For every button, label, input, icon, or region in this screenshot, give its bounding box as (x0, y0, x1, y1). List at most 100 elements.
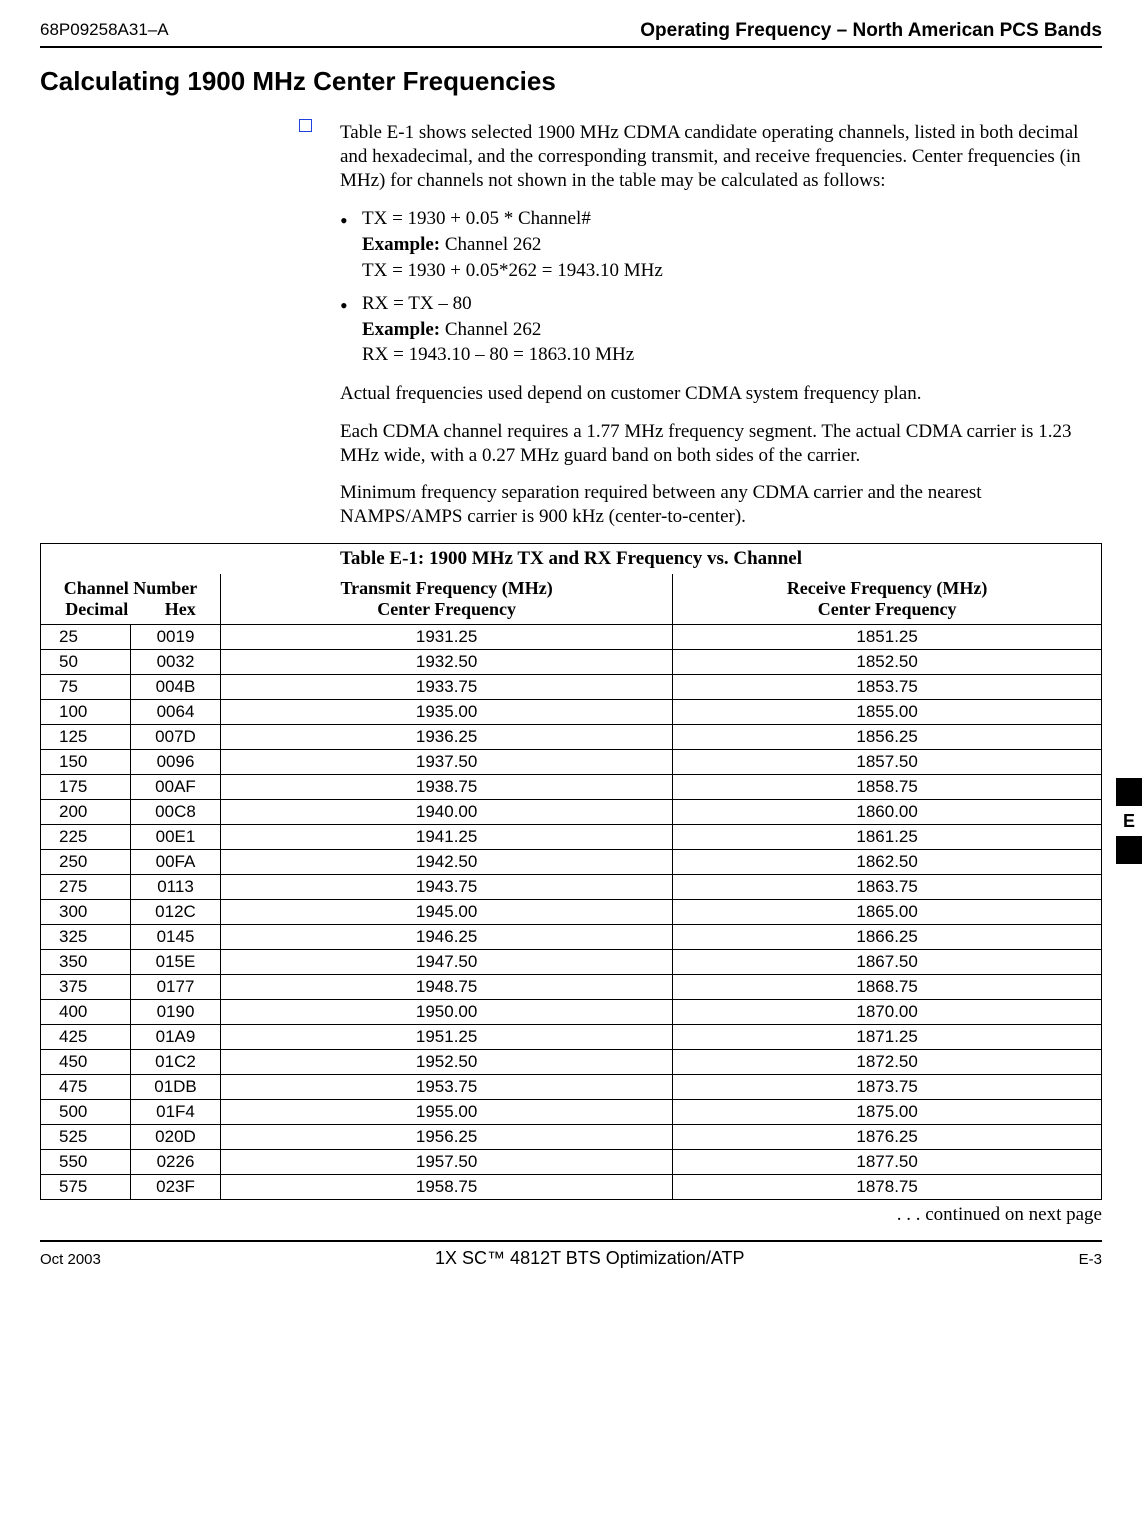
frequency-table-body: 2500191931.251851.255000321932.501852.50… (41, 624, 1102, 1199)
table-row: 300012C1945.001865.00 (41, 899, 1102, 924)
table-cell-hex: 0019 (131, 624, 221, 649)
body-text-block: Table E-1 shows selected 1900 MHz CDMA c… (340, 121, 1102, 529)
table-cell-hex: 00AF (131, 774, 221, 799)
table-cell-hex: 004B (131, 674, 221, 699)
table-cell-rx: 1872.50 (673, 1049, 1102, 1074)
tx-center-label: Center Frequency (227, 599, 666, 620)
table-cell-rx: 1853.75 (673, 674, 1102, 699)
table-cell-dec: 175 (41, 774, 131, 799)
table-cell-tx: 1957.50 (221, 1149, 673, 1174)
table-cell-tx: 1933.75 (221, 674, 673, 699)
table-row: 525020D1956.251876.25 (41, 1124, 1102, 1149)
body-para-2: Actual frequencies used depend on custom… (340, 382, 1102, 406)
table-cell-hex: 023F (131, 1174, 221, 1199)
table-cell-hex: 0145 (131, 924, 221, 949)
table-cell-tx: 1942.50 (221, 849, 673, 874)
table-cell-hex: 0190 (131, 999, 221, 1024)
table-row: 22500E11941.251861.25 (41, 824, 1102, 849)
table-cell-dec: 325 (41, 924, 131, 949)
tx-formula: TX = 1930 + 0.05 * Channel# (362, 208, 591, 229)
page-header-title: Operating Frequency – North American PCS… (640, 20, 1102, 42)
table-cell-rx: 1878.75 (673, 1174, 1102, 1199)
page-footer: Oct 2003 1X SC™ 4812T BTS Optimization/A… (40, 1242, 1102, 1269)
table-cell-rx: 1860.00 (673, 799, 1102, 824)
table-cell-tx: 1931.25 (221, 624, 673, 649)
table-cell-rx: 1877.50 (673, 1149, 1102, 1174)
table-cell-hex: 007D (131, 724, 221, 749)
table-row: 45001C21952.501872.50 (41, 1049, 1102, 1074)
table-row: 5000321932.501852.50 (41, 649, 1102, 674)
table-cell-dec: 300 (41, 899, 131, 924)
table-cell-hex: 01DB (131, 1074, 221, 1099)
table-cell-rx: 1862.50 (673, 849, 1102, 874)
table-cell-dec: 75 (41, 674, 131, 699)
table-row: 27501131943.751863.75 (41, 874, 1102, 899)
table-cell-hex: 0113 (131, 874, 221, 899)
col-head-tx: Transmit Frequency (MHz) Center Frequenc… (221, 574, 673, 625)
table-cell-hex: 015E (131, 949, 221, 974)
example-channel: Channel 262 (440, 319, 541, 340)
table-row: 125007D1936.251856.25 (41, 724, 1102, 749)
table-cell-rx: 1876.25 (673, 1124, 1102, 1149)
footer-date: Oct 2003 (40, 1251, 101, 1268)
table-cell-tx: 1948.75 (221, 974, 673, 999)
col-head-channel: Channel Number Decimal Hex (41, 574, 221, 625)
table-cell-tx: 1950.00 (221, 999, 673, 1024)
table-cell-rx: 1865.00 (673, 899, 1102, 924)
table-cell-hex: 01F4 (131, 1099, 221, 1124)
formula-item-tx: TX = 1930 + 0.05 * Channel# Example: Cha… (340, 206, 1102, 283)
table-ref-link-box[interactable] (299, 119, 312, 132)
table-row: 2500191931.251851.25 (41, 624, 1102, 649)
table-cell-hex: 00C8 (131, 799, 221, 824)
table-cell-rx: 1857.50 (673, 749, 1102, 774)
side-tab-label: E (1116, 806, 1142, 836)
table-cell-hex: 01C2 (131, 1049, 221, 1074)
table-row: 47501DB1953.751873.75 (41, 1074, 1102, 1099)
table-cell-dec: 25 (41, 624, 131, 649)
header-rule (40, 46, 1102, 48)
continued-note: . . . continued on next page (40, 1204, 1102, 1226)
rx-formula: RX = TX – 80 (362, 293, 472, 314)
doc-id: 68P09258A31–A (40, 20, 169, 42)
table-row: 20000C81940.001860.00 (41, 799, 1102, 824)
table-cell-dec: 425 (41, 1024, 131, 1049)
footer-title: 1X SC™ 4812T BTS Optimization/ATP (435, 1248, 744, 1269)
table-cell-rx: 1855.00 (673, 699, 1102, 724)
table-cell-tx: 1946.25 (221, 924, 673, 949)
table-title-bold: Table E-1: (340, 548, 424, 569)
table-row: 350015E1947.501867.50 (41, 949, 1102, 974)
rx-freq-label: Receive Frequency (MHz) (679, 578, 1095, 599)
table-title: Table E-1: 1900 MHz TX and RX Frequency … (41, 543, 1102, 574)
channel-number-label: Channel Number (47, 578, 214, 599)
table-cell-rx: 1856.25 (673, 724, 1102, 749)
table-cell-dec: 550 (41, 1149, 131, 1174)
table-row: 50001F41955.001875.00 (41, 1099, 1102, 1124)
table-row: 55002261957.501877.50 (41, 1149, 1102, 1174)
table-cell-tx: 1956.25 (221, 1124, 673, 1149)
footer-page-num: E-3 (1079, 1251, 1102, 1268)
formula-item-rx: RX = TX – 80 Example: Channel 262 RX = 1… (340, 291, 1102, 368)
table-cell-tx: 1955.00 (221, 1099, 673, 1124)
side-tab-block-top (1116, 778, 1142, 806)
table-row: 75004B1933.751853.75 (41, 674, 1102, 699)
table-cell-tx: 1938.75 (221, 774, 673, 799)
table-cell-tx: 1937.50 (221, 749, 673, 774)
example-label: Example: (362, 319, 440, 340)
tx-example-calc: TX = 1930 + 0.05*262 = 1943.10 MHz (362, 260, 663, 281)
table-cell-dec: 150 (41, 749, 131, 774)
table-cell-dec: 575 (41, 1174, 131, 1199)
table-cell-tx: 1932.50 (221, 649, 673, 674)
table-cell-dec: 250 (41, 849, 131, 874)
table-cell-dec: 100 (41, 699, 131, 724)
table-cell-tx: 1953.75 (221, 1074, 673, 1099)
rx-center-label: Center Frequency (679, 599, 1095, 620)
table-title-rest: 1900 MHz TX and RX Frequency vs. Channel (424, 548, 802, 569)
table-row: 17500AF1938.751858.75 (41, 774, 1102, 799)
table-cell-rx: 1867.50 (673, 949, 1102, 974)
table-cell-tx: 1943.75 (221, 874, 673, 899)
table-cell-tx: 1940.00 (221, 799, 673, 824)
table-cell-hex: 0177 (131, 974, 221, 999)
table-cell-hex: 0096 (131, 749, 221, 774)
table-cell-hex: 0064 (131, 699, 221, 724)
table-cell-dec: 350 (41, 949, 131, 974)
